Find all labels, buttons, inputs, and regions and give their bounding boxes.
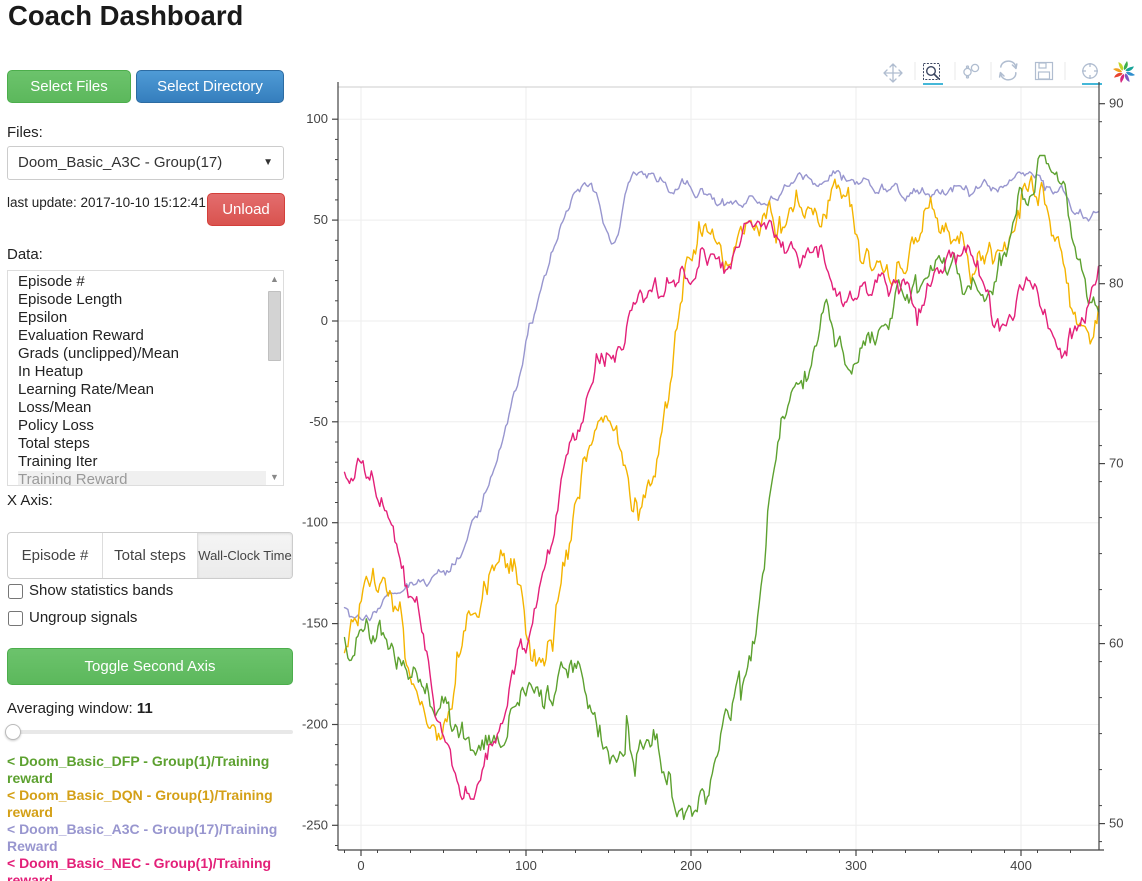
svg-text:300: 300 [845,858,867,873]
svg-text:-250: -250 [302,817,328,832]
svg-text:70: 70 [1109,456,1123,471]
svg-text:80: 80 [1109,276,1123,291]
svg-text:0: 0 [357,858,364,873]
svg-text:200: 200 [680,858,702,873]
svg-text:60: 60 [1109,636,1123,651]
svg-text:-100: -100 [302,515,328,530]
svg-text:100: 100 [306,111,328,126]
svg-text:-150: -150 [302,616,328,631]
svg-text:90: 90 [1109,96,1123,111]
svg-text:0: 0 [321,313,328,328]
svg-text:50: 50 [1109,816,1123,831]
svg-text:100: 100 [515,858,537,873]
svg-text:-200: -200 [302,717,328,732]
svg-text:-50: -50 [309,414,328,429]
svg-text:400: 400 [1010,858,1032,873]
svg-text:50: 50 [314,212,328,227]
